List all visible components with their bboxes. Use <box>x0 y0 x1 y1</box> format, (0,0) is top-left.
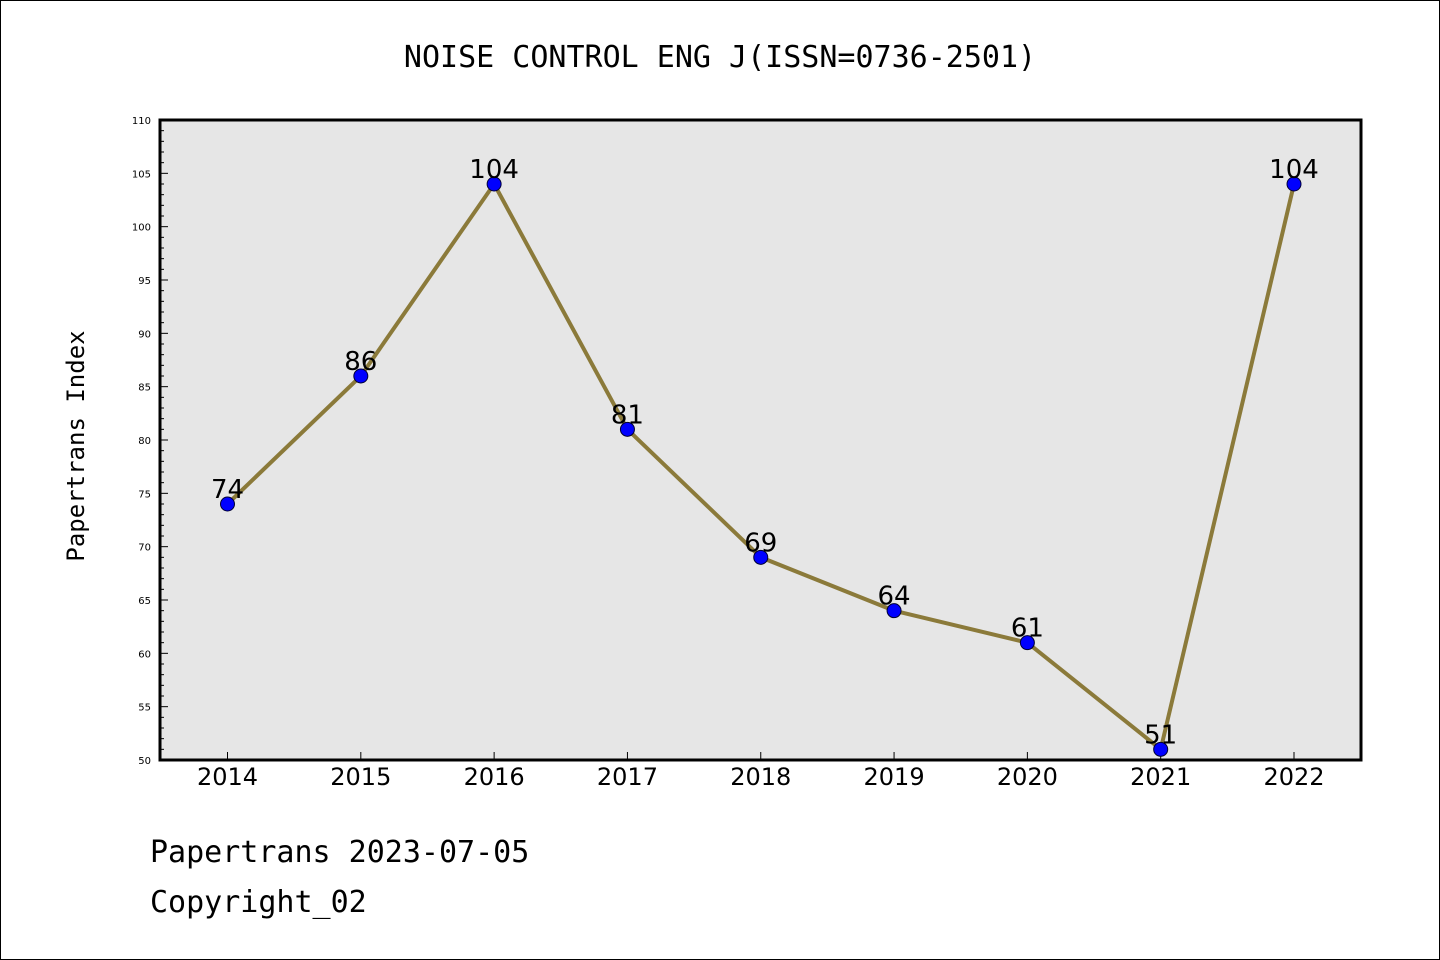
data-point <box>1286 176 1302 192</box>
y-tick-label: 95 <box>138 276 151 287</box>
data-point <box>486 176 502 192</box>
data-label: 51 <box>1144 720 1177 750</box>
y-tick-label: 60 <box>138 649 151 660</box>
y-tick-label: 75 <box>138 489 151 500</box>
x-tick-label: 2021 <box>1130 763 1191 791</box>
x-tick-label: 2022 <box>1263 763 1324 791</box>
x-tick-label: 2016 <box>464 763 525 791</box>
y-tick-label: 65 <box>138 596 151 607</box>
y-tick-label: 100 <box>132 223 151 234</box>
data-point <box>353 368 369 384</box>
x-tick-label: 2017 <box>597 763 658 791</box>
footer-copyright: Copyright_02 <box>150 885 367 920</box>
y-tick-label: 80 <box>138 436 151 447</box>
x-tick-label: 2015 <box>330 763 391 791</box>
y-tick-label: 85 <box>138 383 151 394</box>
y-tick-label: 55 <box>138 703 151 714</box>
x-tick-label: 2014 <box>197 763 258 791</box>
x-tick-label: 2018 <box>730 763 791 791</box>
data-point <box>220 496 235 512</box>
data-label: 74 <box>211 475 244 505</box>
y-tick-label: 90 <box>138 329 151 340</box>
y-tick-label: 110 <box>132 116 151 127</box>
data-label: 64 <box>878 582 911 612</box>
y-tick-label: 105 <box>132 169 151 180</box>
plot-border <box>158 118 1363 762</box>
x-tick-label: 2020 <box>997 763 1058 791</box>
data-point <box>886 603 902 619</box>
data-point <box>753 549 769 565</box>
data-label: 104 <box>1269 155 1319 185</box>
data-label: 69 <box>744 528 777 558</box>
y-axis-label: Papertrans Index <box>62 330 90 561</box>
data-label: 86 <box>344 347 377 377</box>
x-ticks: 2014 2015 2016 2017 2018 2019 2020 2021 2022 <box>197 752 1325 791</box>
y-tick-label: 70 <box>138 543 151 554</box>
data-label: 81 <box>611 400 644 430</box>
y-tick-label: 50 <box>138 756 151 767</box>
series-layer: 74 86 104 81 69 64 61 51 104 <box>211 155 1319 757</box>
data-label: 104 <box>469 155 519 185</box>
footer-date-line: Papertrans 2023-07-05 <box>150 835 530 870</box>
x-tick-label: 2019 <box>864 763 925 791</box>
plot-area <box>160 120 1361 760</box>
data-point <box>1153 741 1169 757</box>
chart-title: NOISE CONTROL ENG J(ISSN=0736-2501) <box>404 40 1036 75</box>
data-point <box>1019 635 1035 651</box>
data-point <box>619 421 635 437</box>
data-label: 61 <box>1011 614 1044 644</box>
